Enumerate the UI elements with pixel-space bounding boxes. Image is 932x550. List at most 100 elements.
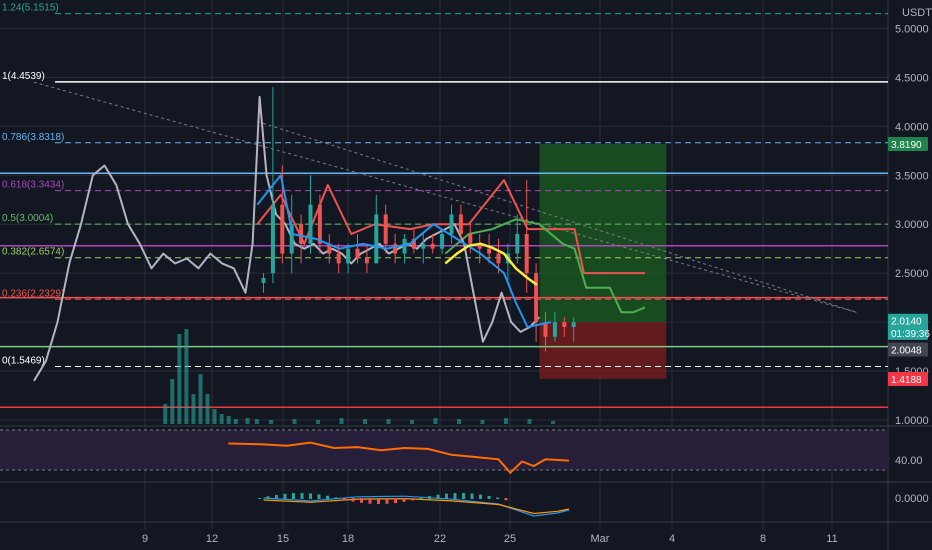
macd-histogram-bar xyxy=(275,494,278,499)
long-profit-zone[interactable] xyxy=(539,143,667,323)
price-tag-label: 2.0140 xyxy=(891,317,922,328)
price-tag xyxy=(888,325,928,340)
volume-bar xyxy=(292,419,297,424)
fib-level-label: 1.24(5.1515) xyxy=(2,3,59,14)
volume-bar xyxy=(269,420,273,424)
volume-bar xyxy=(233,419,238,424)
time-tick-label: 11 xyxy=(826,533,837,545)
trendline[interactable] xyxy=(33,81,857,313)
fibonacci-retracement[interactable]: 1.24(5.1515) 1(4.4539) 0.786(3.8318) 0.618(… xyxy=(2,3,888,367)
macd-histogram-bar xyxy=(411,498,414,501)
macd-histogram-bar xyxy=(504,498,508,501)
macd-histogram-bar xyxy=(326,495,329,499)
rsi-panel: 40.00 xyxy=(0,429,923,475)
candle-body xyxy=(364,258,369,264)
volume-bar xyxy=(198,374,203,424)
candle-body xyxy=(571,322,576,327)
currency-label: USDT xyxy=(902,7,932,19)
macd-histogram-bar xyxy=(351,498,355,502)
ma-blue-line xyxy=(256,174,552,328)
candle-body xyxy=(402,238,407,254)
candle-body xyxy=(308,204,313,244)
candle-body xyxy=(477,243,482,249)
candle-body xyxy=(421,243,426,249)
macd-histogram-bar xyxy=(283,493,287,499)
volume-bar xyxy=(433,418,438,424)
candle-body xyxy=(487,248,492,254)
macd-histogram-bar xyxy=(258,498,261,499)
time-tick-label: Mar xyxy=(591,533,610,545)
volume-bar xyxy=(254,419,259,424)
volume-bar xyxy=(504,418,508,424)
candle-body xyxy=(327,243,332,254)
macd-histogram-bar xyxy=(317,494,321,499)
long-position-tool[interactable] xyxy=(539,143,667,379)
macd-histogram-bar xyxy=(334,497,338,499)
candle-body xyxy=(440,233,445,249)
candle-body xyxy=(468,233,473,244)
volume-bar xyxy=(191,394,196,424)
volume-bar xyxy=(410,420,414,424)
volume-bar xyxy=(339,418,344,424)
candle-body xyxy=(346,248,351,264)
macd-histogram-bar xyxy=(377,498,380,504)
rsi-line xyxy=(228,441,570,475)
candle-body xyxy=(562,322,567,327)
fib-level-label: 0.382(2.6574) xyxy=(2,247,64,258)
time-tick-label: 22 xyxy=(434,533,446,545)
macd-histogram-bar xyxy=(428,496,431,499)
macd-histogram-bar xyxy=(292,493,295,499)
signal-line xyxy=(263,497,570,515)
trendline[interactable] xyxy=(257,120,857,313)
macd-histogram-bar xyxy=(496,497,499,499)
candle-body xyxy=(430,243,435,249)
price-tag-label: 1.4188 xyxy=(891,375,922,386)
candle-body xyxy=(270,204,275,274)
volume-bar xyxy=(386,419,391,424)
price-tag-label: 3.8190 xyxy=(891,140,922,151)
candle-body xyxy=(458,214,463,234)
price-tag-label: 2.0048 xyxy=(891,346,922,357)
macd-histogram-bar xyxy=(266,496,270,499)
fib-level-label: 0.5(3.0004) xyxy=(2,213,53,224)
candle-body xyxy=(383,214,388,244)
long-stop-zone[interactable] xyxy=(539,322,667,379)
volume-bar xyxy=(363,419,367,424)
candle-body xyxy=(280,204,285,254)
rsi-tick-label: 40.00 xyxy=(895,455,923,467)
price-tick-label: 1.0000 xyxy=(895,415,929,427)
time-tick-label: 25 xyxy=(504,533,516,545)
volume-bar xyxy=(163,404,168,424)
time-tick-label: 8 xyxy=(760,533,766,545)
candle-body xyxy=(355,248,360,259)
candle-body xyxy=(515,233,520,254)
trendlines[interactable] xyxy=(33,81,857,313)
macd-histogram-bar xyxy=(343,498,346,500)
macd-line xyxy=(263,495,570,517)
candle-body xyxy=(543,322,548,337)
macd-histogram-bar xyxy=(479,494,482,499)
macd-histogram-bar xyxy=(453,493,457,499)
volume-bar xyxy=(177,334,182,424)
volume-bar xyxy=(457,419,461,424)
time-tick-label: 9 xyxy=(142,533,148,545)
volume-bar xyxy=(205,394,210,424)
macd-histogram-bar xyxy=(487,495,491,499)
fib-level-label: 0.236(2.2329) xyxy=(2,288,64,299)
horizontal-levels xyxy=(0,172,888,409)
fib-level-label: 0(1.5469) xyxy=(2,355,45,366)
price-tag xyxy=(888,137,928,152)
volume-bar xyxy=(551,421,555,424)
macd-histogram-bar xyxy=(445,493,448,499)
macd-histogram-bar xyxy=(368,498,372,504)
time-axis[interactable]: 9 12 15 18 22 25 Mar 4 8 11 xyxy=(142,533,838,545)
macd-tick-label: 0.0000 xyxy=(895,493,929,505)
price-axis[interactable]: 5.00004.50004.00003.50003.00002.50002.00… xyxy=(895,23,929,427)
price-series xyxy=(33,87,646,382)
macd-histogram-bar xyxy=(402,498,406,502)
volume-bar xyxy=(226,416,231,424)
fib-level-label: 0.618(3.3434) xyxy=(2,180,64,191)
ma-yellow-line xyxy=(444,242,538,286)
volume-bars xyxy=(163,329,555,424)
